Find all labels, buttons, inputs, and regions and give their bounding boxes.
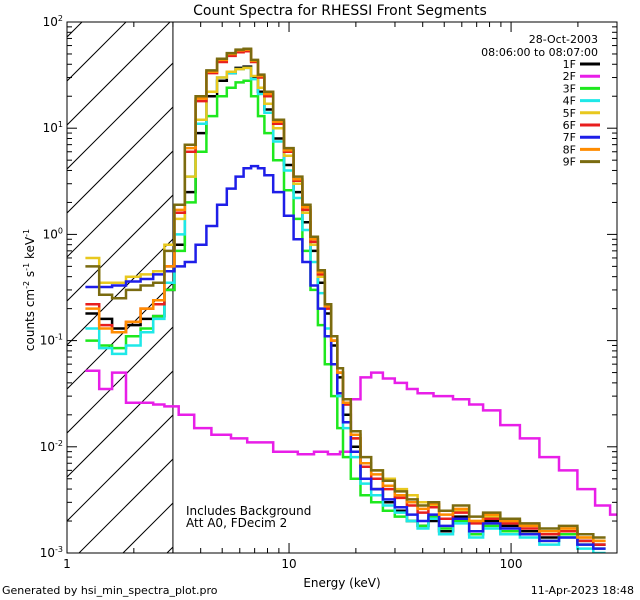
hatch-line [67,22,171,126]
annotation-attenuator: Att A0, FDecim 2 [186,516,287,530]
series-7F [85,164,606,550]
y-tick-label: 102 [43,14,63,29]
x-tick-label: 10 [281,557,296,571]
y-tick-labels: 10-3 10-2 10-1 100 101 102 [40,14,63,560]
hatch-line [67,238,173,346]
y-tick-label: 101 [43,120,63,135]
series-8F [85,48,606,543]
plot-frame [66,21,618,554]
hatch-line [67,150,173,258]
footer-generator: Generated by hsi_min_spectra_plot.pro [2,584,218,597]
time-range-label: 08:06:00 to 08:07:00 [481,46,598,59]
legend-label: 4F [563,95,576,108]
y-tick-label: 10-1 [40,333,63,348]
hatch-line [0,22,38,553]
hatched-region [0,22,173,553]
legend-label: 5F [563,107,576,120]
hatch-line [67,22,83,38]
y-tick-label: 100 [43,226,63,241]
legend-label: 6F [563,119,576,132]
hatch-line [67,194,173,302]
legend-label: 3F [563,82,576,95]
footer-timestamp: 11-Apr-2023 18:48 [531,584,634,597]
annotation-background: Includes Background [186,504,311,518]
hatch-line [67,326,173,434]
legend-label: 7F [563,131,576,144]
legend-label: 8F [563,143,576,156]
y-tick-label: 10-3 [40,545,63,560]
axis-ticks [66,21,618,554]
hatch-line [67,370,173,478]
hatch-line [67,62,173,170]
hatch-line [67,106,173,214]
hatch-line [67,414,173,522]
x-tick-labels: 1 10 100 [63,557,522,571]
series-9F [85,47,606,539]
chart-title: Count Spectra for RHESSI Front Segments [193,3,487,19]
series-4F [85,66,606,553]
legend-label: 2F [563,70,576,83]
hatch-line [78,458,173,553]
x-tick-label: 1 [63,557,71,571]
x-axis-label: Energy (keV) [303,576,380,590]
date-label: 28-Oct-2003 [529,33,598,46]
series-layer [85,47,617,553]
legend-label: 9F [563,156,576,169]
series-2F [85,369,617,516]
x-tick-label: 100 [500,557,523,571]
hatch-line [67,282,173,390]
y-tick-label: 10-2 [40,439,63,454]
legend-label: 1F [563,58,576,71]
y-axis-label: counts cm-2 s-1 keV-1 [22,229,37,351]
